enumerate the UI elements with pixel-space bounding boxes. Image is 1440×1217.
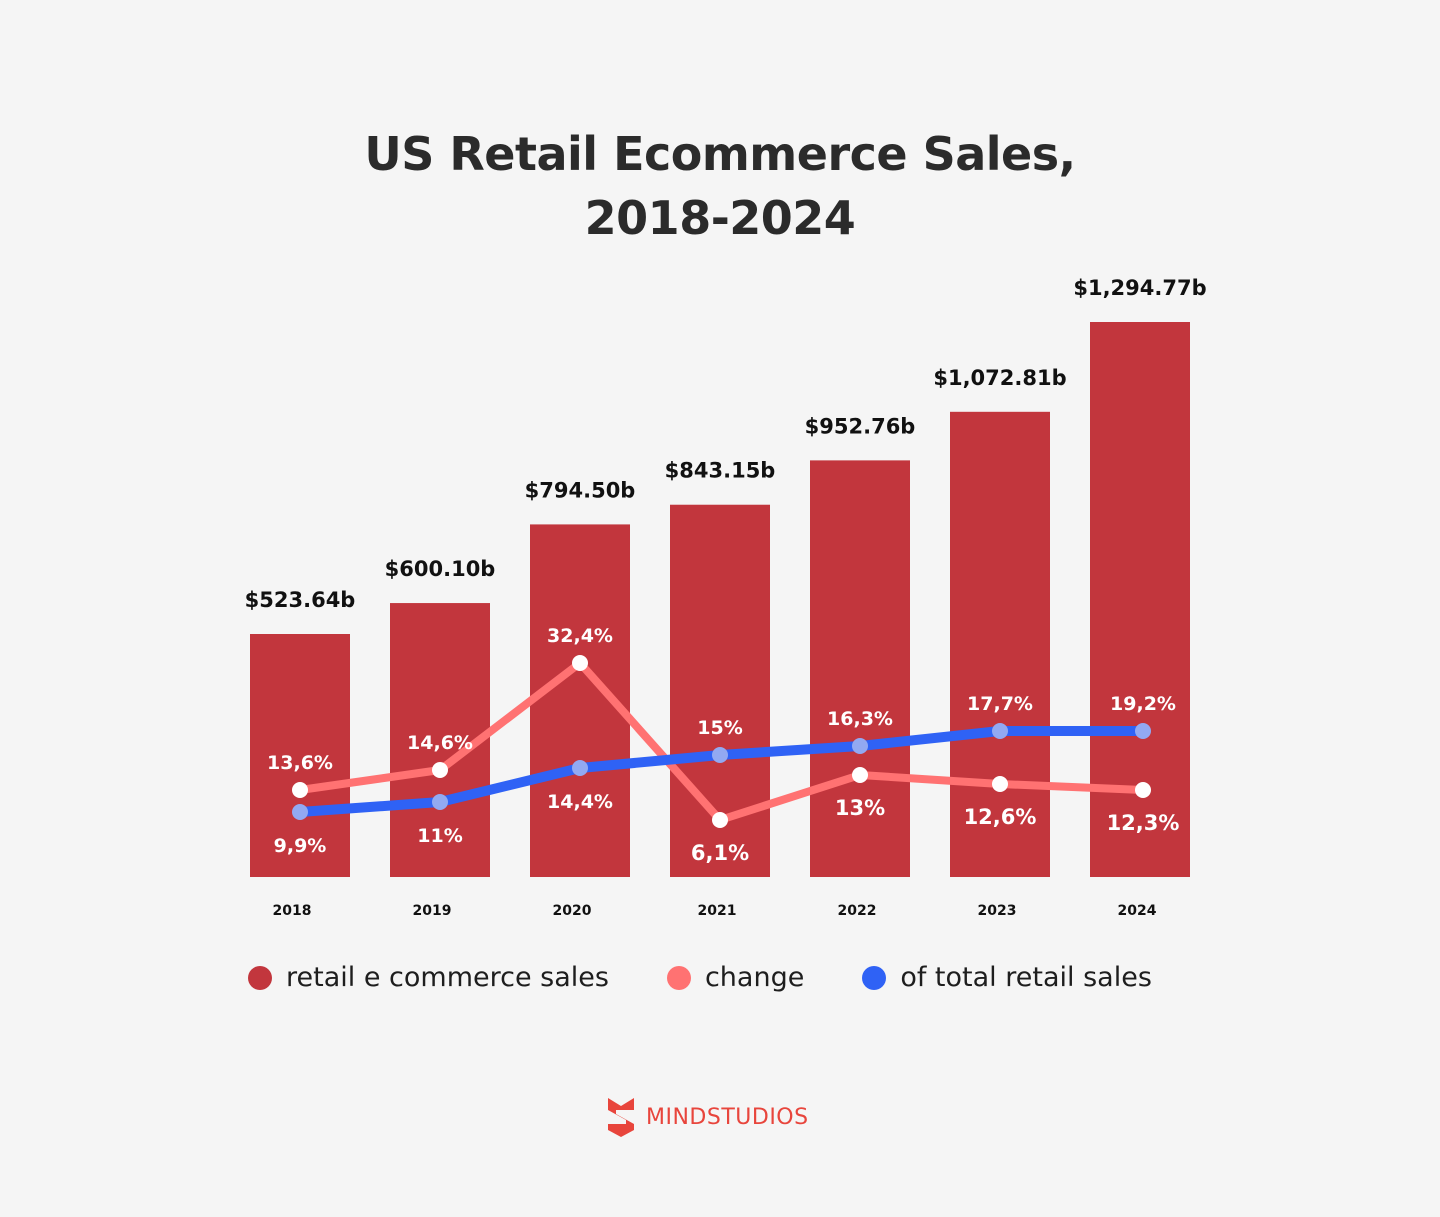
legend-item-total-share: of total retail sales [862,962,1152,993]
x-tick-label: 2021 [698,903,737,919]
total-share-point [712,747,728,763]
change-value-label: 13,6% [267,752,333,774]
mindstudios-logo: MINDSTUDIOS [606,1096,809,1138]
legend-swatch-change [666,965,691,990]
change-point [572,655,588,671]
change-value-label: 12,6% [964,805,1037,829]
mindstudios-logo-icon [608,1098,634,1137]
bar-value-label: $1,072.81b [933,366,1066,390]
total-share-point [1135,723,1151,739]
bar-value-label: $600.10b [385,557,496,581]
legend-label: change [704,962,805,993]
change-point [852,767,868,783]
bar-2023 [950,411,1050,877]
total-share-point [992,723,1008,739]
logo-text: MINDSTUDIOS [646,1104,809,1130]
legend-swatch-total-share [862,965,887,990]
chart-title-line-2: 2018-2024 [584,191,856,245]
chart-title-line-1: US Retail Ecommerce Sales, [364,127,1076,181]
total-share-value-label: 9,9% [274,835,327,857]
bar-value-label: $523.64b [245,588,356,612]
change-value-label: 6,1% [691,841,749,865]
change-point [712,812,728,828]
legend: retail e commerce sales change of total … [248,962,1210,993]
x-tick-label: 2019 [413,903,452,919]
change-point [432,762,448,778]
x-tick-label: 2023 [978,903,1017,919]
change-point [292,782,308,798]
x-tick-label: 2020 [553,903,592,919]
total-share-point [852,738,868,754]
legend-label: of total retail sales [900,962,1152,993]
total-share-point [432,794,448,810]
legend-item-sales: retail e commerce sales [248,962,609,993]
total-share-value-label: 14,4% [547,791,613,813]
change-value-label: 32,4% [547,625,613,647]
legend-swatch-sales [248,965,272,990]
bar-2022 [810,460,910,877]
x-tick-label: 2018 [273,903,312,919]
x-tick-label: 2024 [1118,903,1157,919]
total-share-value-label: 17,7% [967,693,1033,715]
total-share-value-label: 11% [417,825,462,847]
chart-title: US Retail Ecommerce Sales, 2018-2024 [0,122,1440,250]
change-value-label: 14,6% [407,732,473,754]
total-share-point [292,804,308,820]
bar-value-label: $794.50b [525,478,636,502]
bar-value-label: $843.15b [665,459,776,483]
total-share-value-label: 16,3% [827,708,893,730]
bar-value-label: $952.76b [805,414,916,438]
change-point [992,776,1008,792]
legend-item-change: change [666,962,805,993]
total-share-point [572,760,588,776]
x-tick-label: 2022 [838,903,877,919]
change-value-label: 12,3% [1107,811,1180,835]
bar-value-label: $1,294.77b [1073,276,1206,300]
total-share-value-label: 19,2% [1110,693,1176,715]
chart: $523.64b 2018 $600.10b 2019 $794.50b 2020 $843… [245,276,1207,919]
bar-2018 [250,634,350,877]
total-share-value-label: 15% [697,717,742,739]
change-value-label: 13% [835,796,885,820]
legend-label: retail e commerce sales [286,962,609,993]
change-point [1135,782,1151,798]
